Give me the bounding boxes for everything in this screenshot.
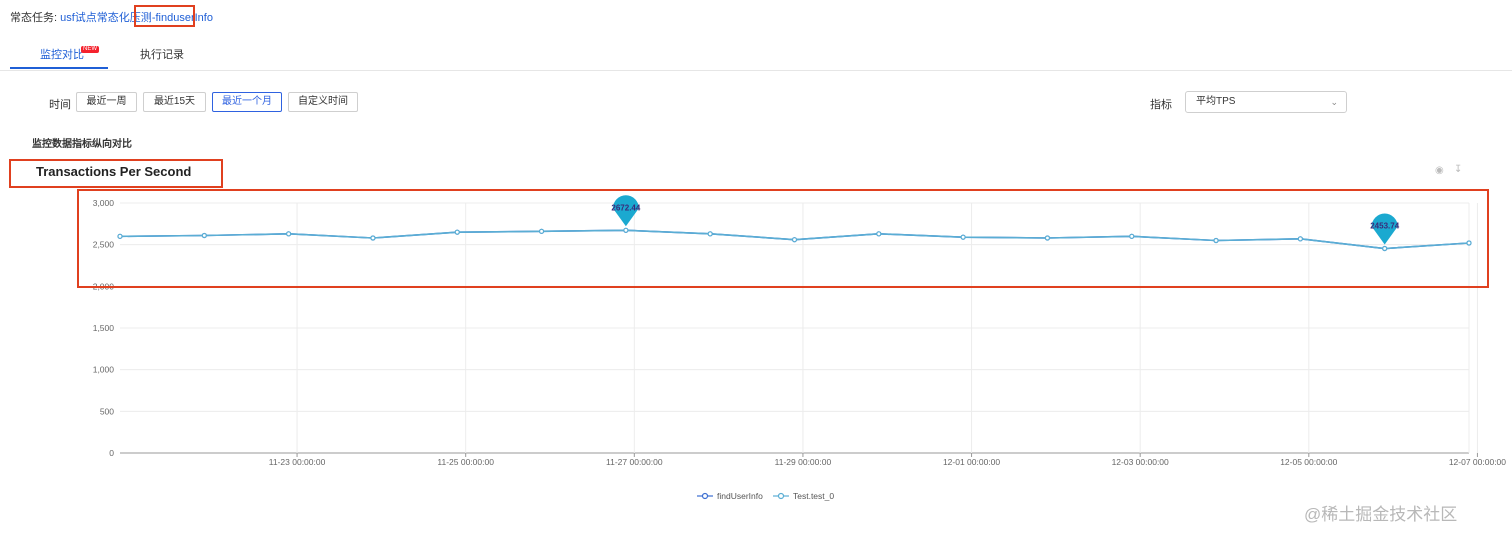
x-tick-label: 11-29 00:00:00	[775, 457, 832, 467]
watermark: @稀土掘金技术社区	[1304, 505, 1458, 524]
data-point	[1213, 237, 1219, 244]
x-tick-label: 12-05 00:00:00	[1280, 457, 1337, 467]
legend-marker	[701, 492, 709, 500]
y-tick-label: 1,000	[93, 365, 115, 375]
annotation-label: 2453.74	[1370, 222, 1399, 231]
data-point	[117, 233, 123, 239]
annotation-pin	[612, 195, 639, 227]
x-tick-label: 12-07 00:00:00	[1449, 457, 1506, 467]
metric-select-value: 平均TPS	[1196, 96, 1236, 107]
data-point	[1129, 233, 1135, 239]
data-point	[1466, 240, 1472, 246]
last-week-button[interactable]: 最近一周	[76, 92, 137, 112]
eye-icon[interactable]: ◉	[1435, 165, 1444, 176]
task-label: 常态任务:	[10, 12, 58, 24]
task-link[interactable]: usf试点常态化压测	[60, 12, 152, 24]
time-label: 时间	[49, 99, 71, 111]
data-point	[1382, 245, 1388, 252]
new-badge: NEW	[81, 46, 99, 53]
data-point	[623, 227, 629, 233]
section-title: 监控数据指标纵向对比	[32, 139, 132, 150]
tab-monitor-compare[interactable]: 监控对比	[40, 46, 84, 62]
data-point	[960, 234, 966, 240]
annotation-label: 2672.44	[611, 203, 640, 212]
annotation-pin	[1371, 213, 1398, 245]
download-icon[interactable]: ↧	[1454, 164, 1463, 175]
data-point	[1044, 235, 1051, 241]
chevron-down-icon: ⌄	[1330, 97, 1338, 107]
x-tick-label: 11-23 00:00:00	[269, 457, 326, 467]
data-point	[1297, 236, 1303, 242]
tab-execution-records-label: 执行记录	[140, 49, 184, 61]
data-point	[454, 229, 460, 235]
legend-item: Test.test_0	[793, 491, 834, 501]
x-tick-label: 11-25 00:00:00	[437, 457, 494, 467]
data-point	[791, 237, 798, 243]
tab-execution-records[interactable]: 执行记录	[140, 46, 184, 62]
metric-label: 指标	[1150, 99, 1172, 111]
last-month-button[interactable]: 最近一个月	[212, 92, 282, 112]
data-point	[201, 232, 207, 239]
tab-monitor-compare-label: 监控对比	[40, 49, 84, 61]
y-tick-label: 0	[109, 448, 114, 458]
data-point	[707, 231, 713, 237]
y-tick-label: 1,500	[93, 323, 115, 333]
data-point	[370, 235, 376, 241]
tab-bar: 监控对比 NEW 执行记录	[0, 36, 1512, 71]
data-point	[876, 231, 882, 237]
x-tick-label: 11-27 00:00:00	[606, 457, 663, 467]
highlight-chart-area	[77, 189, 1489, 288]
last-15-days-button[interactable]: 最近15天	[143, 92, 206, 112]
data-point	[538, 228, 545, 234]
legend-item: findUserInfo	[717, 491, 763, 501]
data-point	[286, 231, 292, 237]
x-tick-label: 12-01 00:00:00	[943, 457, 1000, 467]
highlight-task-name	[134, 5, 195, 27]
tab-active-indicator	[10, 67, 108, 69]
y-tick-label: 2,500	[93, 240, 115, 250]
chart-title: Transactions Per Second	[36, 164, 192, 179]
task-breadcrumb: 常态任务: usf试点常态化压测-finduserInfo	[10, 9, 213, 25]
highlight-chart-title	[9, 159, 223, 188]
y-tick-label: 3,000	[93, 198, 115, 208]
y-tick-label: 500	[100, 406, 114, 416]
custom-time-button[interactable]: 自定义时间	[288, 92, 358, 112]
task-link-suffix[interactable]: -finduserInfo	[151, 12, 213, 24]
legend-marker	[777, 492, 785, 500]
x-tick-label: 12-03 00:00:00	[1112, 457, 1169, 467]
metric-select[interactable]: 平均TPS ⌄	[1185, 91, 1347, 113]
